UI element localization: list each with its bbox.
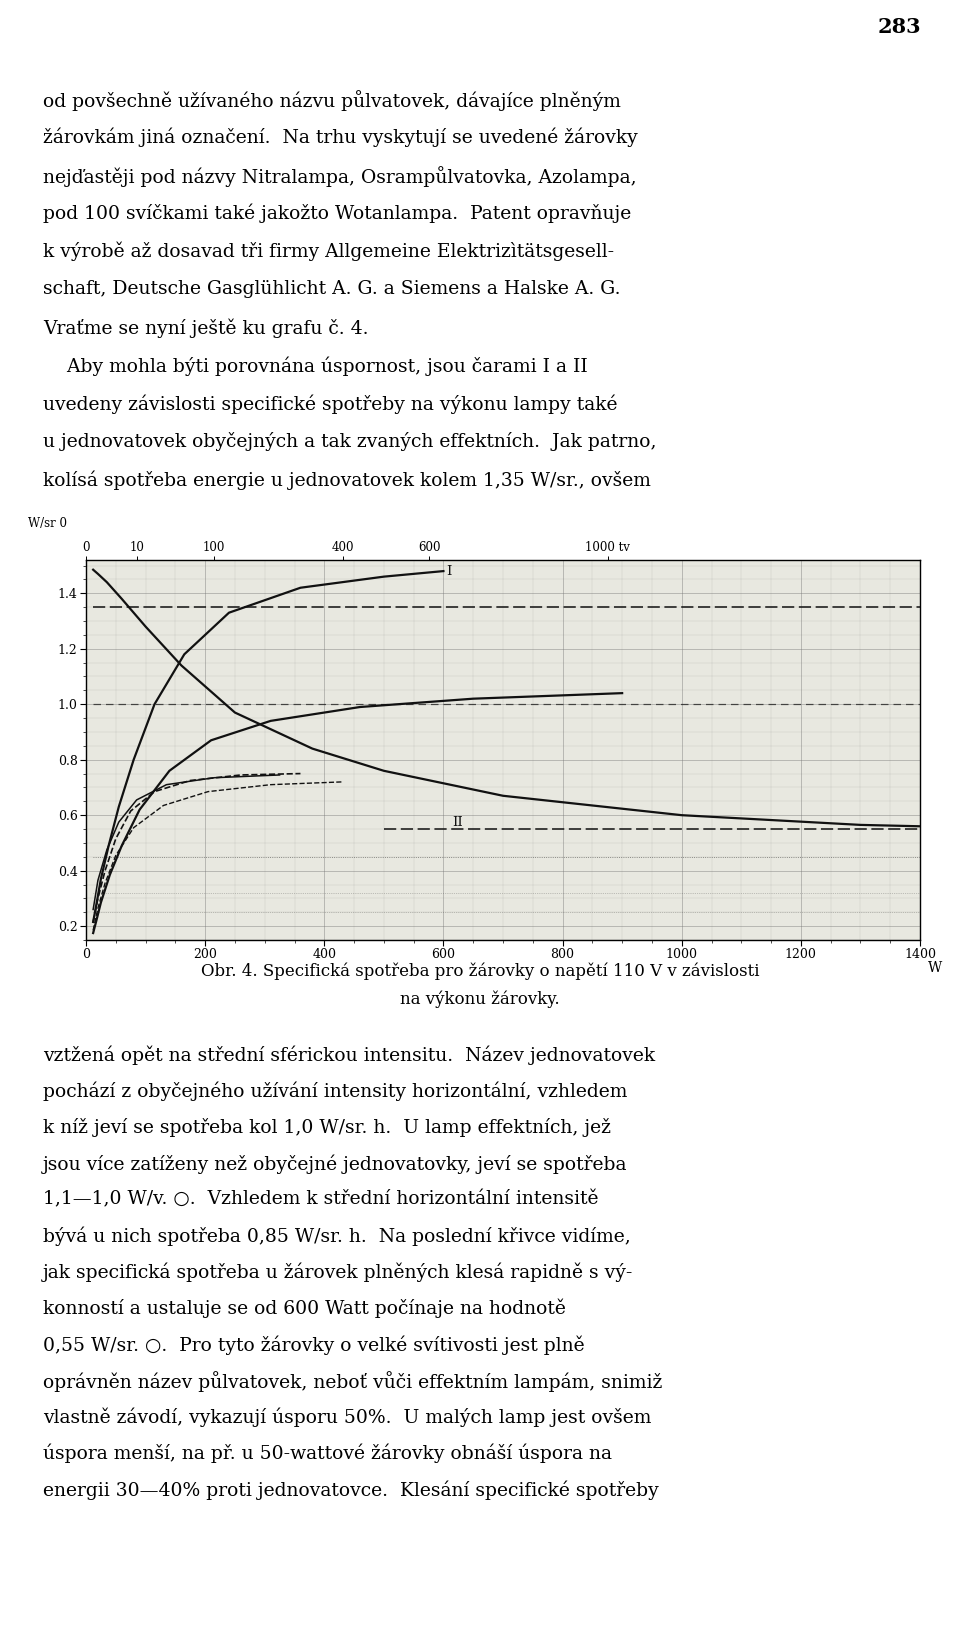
Text: kolísá spotřeba energie u jednovatovek kolem 1,35 W/sr., ovšem: kolísá spotřeba energie u jednovatovek k…	[43, 470, 651, 490]
Text: W: W	[928, 960, 943, 975]
Text: oprávněn název půlvatovek, neboť vůči effektním lampám, snimiž: oprávněn název půlvatovek, neboť vůči ef…	[43, 1371, 662, 1392]
Text: II: II	[452, 815, 463, 829]
Text: vlastně závodí, vykazují úsporu 50%.  U malých lamp jest ovšem: vlastně závodí, vykazují úsporu 50%. U m…	[43, 1407, 652, 1427]
Text: Aby mohla býti porovnána úspornost, jsou čarami I a II: Aby mohla býti porovnána úspornost, jsou…	[43, 357, 588, 376]
Text: k níž jeví se spotřeba kol 1,0 W/sr. h.  U lamp effektních, jež: k níž jeví se spotřeba kol 1,0 W/sr. h. …	[43, 1118, 612, 1136]
Text: na výkonu žárovky.: na výkonu žárovky.	[400, 990, 560, 1008]
Text: 0,55 W/sr. ○.  Pro tyto žárovky o velké svítivosti jest plně: 0,55 W/sr. ○. Pro tyto žárovky o velké s…	[43, 1335, 585, 1355]
Text: u jednovatovek obyčejných a tak zvaných effektních.  Jak patrno,: u jednovatovek obyčejných a tak zvaných …	[43, 432, 657, 452]
Text: 1,1—1,0 W/v. ○.  Vzhledem k střední horizontální intensitě: 1,1—1,0 W/v. ○. Vzhledem k střední horiz…	[43, 1190, 599, 1208]
Text: Obr. 4. Specifická spotřeba pro žárovky o napětí 110 V v závislosti: Obr. 4. Specifická spotřeba pro žárovky …	[201, 962, 759, 980]
Text: nejďastěji pod názvy Nitralampa, Osrampůlvatovka, Azolampa,: nejďastěji pod názvy Nitralampa, Osrampů…	[43, 166, 636, 187]
Text: Vraťme se nyní ještě ku grafu č. 4.: Vraťme se nyní ještě ku grafu č. 4.	[43, 317, 369, 337]
Text: žárovkám jiná označení.  Na trhu vyskytují se uvedené žárovky: žárovkám jiná označení. Na trhu vyskytuj…	[43, 128, 638, 148]
Text: bývá u nich spotřeba 0,85 W/sr. h.  Na poslední křivce vidíme,: bývá u nich spotřeba 0,85 W/sr. h. Na po…	[43, 1226, 631, 1246]
Text: I: I	[446, 564, 452, 577]
Text: uvedeny závislosti specifické spotřeby na výkonu lampy také: uvedeny závislosti specifické spotřeby n…	[43, 395, 617, 414]
Text: pod 100 svíčkami také jakožto Wotanlampa.  Patent opravňuje: pod 100 svíčkami také jakožto Wotanlampa…	[43, 204, 632, 224]
Text: jsou více zatíženy než obyčejné jednovatovky, jeví se spotřeba: jsou více zatíženy než obyčejné jednovat…	[43, 1154, 628, 1174]
Text: schaft, Deutsche Gasglühlicht A. G. a Siemens a Halske A. G.: schaft, Deutsche Gasglühlicht A. G. a Si…	[43, 279, 621, 298]
Text: 283: 283	[878, 16, 922, 36]
Text: jak specifická spotřeba u žárovek plněných klesá rapidně s vý-: jak specifická spotřeba u žárovek plněný…	[43, 1263, 634, 1282]
Text: vztžená opět na střední sférickou intensitu.  Název jednovatovek: vztžená opět na střední sférickou intens…	[43, 1046, 656, 1065]
Text: úspora menší, na př. u 50-wattové žárovky obnáší úspora na: úspora menší, na př. u 50-wattové žárovk…	[43, 1443, 612, 1463]
Text: od povšechně užívaného názvu půlvatovek, dávajíce plněným: od povšechně užívaného názvu půlvatovek,…	[43, 90, 621, 110]
Text: W/sr 0: W/sr 0	[28, 516, 66, 529]
Text: pochází z obyčejného užívání intensity horizontální, vzhledem: pochází z obyčejného užívání intensity h…	[43, 1082, 628, 1101]
Text: k výrobě až dosavad tři firmy Allgemeine Elektrizìtätsgesell-: k výrobě až dosavad tři firmy Allgemeine…	[43, 242, 614, 261]
Text: konností a ustaluje se od 600 Watt počínaje na hodnotě: konností a ustaluje se od 600 Watt počín…	[43, 1299, 566, 1318]
Text: energii 30—40% proti jednovatovce.  Klesání specifické spotřeby: energii 30—40% proti jednovatovce. Klesá…	[43, 1480, 659, 1499]
